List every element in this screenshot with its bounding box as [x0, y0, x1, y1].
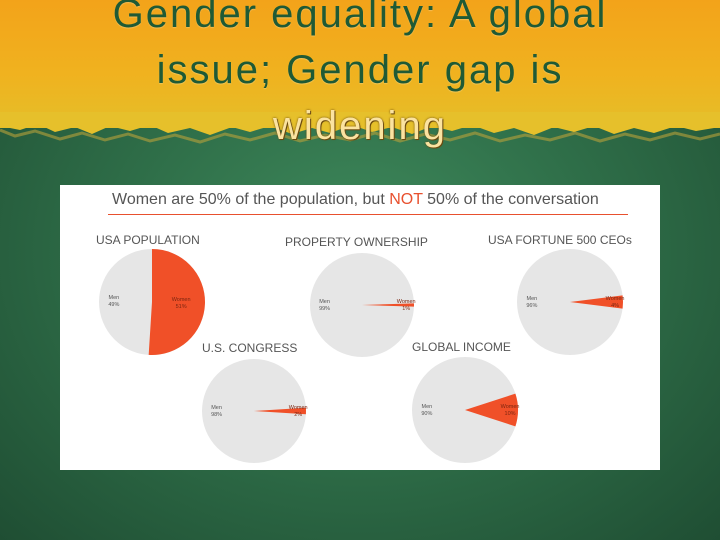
- slice-label-men-name: Men: [109, 295, 120, 301]
- slice-label-women-name: Women: [501, 404, 520, 410]
- slide-title-line-1: Gender equality: A global: [112, 0, 608, 36]
- slide-title-line-2: issue; Gender gap is: [156, 48, 564, 92]
- slide-title: Gender equality: A global issue; Gender …: [0, 0, 720, 154]
- slice-label-women-value: 10%: [505, 411, 516, 417]
- slice-label-women-value: 2%: [294, 412, 302, 418]
- slice-label-men-value: 90%: [421, 411, 432, 417]
- panel-title-part-2: 50% of the conversation: [422, 191, 599, 208]
- slice-label-women-name: Women: [606, 296, 625, 302]
- slice-label-women-value: 1%: [402, 306, 410, 312]
- slice-label-women-value: 51%: [176, 304, 187, 310]
- slice-label-men-name: Men: [526, 296, 537, 302]
- pie-title: U.S. CONGRESS: [202, 341, 298, 355]
- slice-label-men-value: 49%: [108, 302, 119, 308]
- pie-title: PROPERTY OWNERSHIP: [285, 235, 428, 249]
- slice-label-women-value: 4%: [611, 303, 619, 309]
- panel-title: Women are 50% of the population, but NOT…: [112, 191, 599, 209]
- slice-label-men-value: 99%: [319, 306, 330, 312]
- pie-title: USA FORTUNE 500 CEOs: [488, 233, 632, 247]
- slice-label-men-name: Men: [319, 299, 330, 305]
- pie-slice-women: [254, 407, 306, 415]
- slice-label-women-name: Women: [397, 299, 416, 305]
- slice-label-men-value: 96%: [526, 303, 537, 309]
- slice-label-women-name: Women: [172, 297, 191, 303]
- slice-label-men-value: 98%: [211, 412, 222, 418]
- panel-title-underline: [108, 214, 628, 215]
- pie-slice-women: [570, 295, 623, 309]
- slice-label-men-name: Men: [421, 404, 432, 410]
- pie-slice-women: [148, 249, 206, 355]
- panel-title-part-1: Women are 50% of the population, but: [112, 191, 390, 208]
- pie-slice-women: [362, 303, 414, 307]
- panel-title-emphasis: NOT: [389, 191, 423, 208]
- slice-label-men-name: Men: [211, 405, 222, 411]
- slice-label-women-name: Women: [289, 405, 308, 411]
- infographic-panel: Women are 50% of the population, but NOT…: [60, 185, 660, 470]
- torn-paper-edge: [0, 112, 720, 144]
- pie-slice-women: [465, 393, 518, 427]
- slide-title-line-3: widening: [273, 104, 447, 148]
- pie-title: USA POPULATION: [96, 233, 200, 247]
- pie-title: GLOBAL INCOME: [412, 340, 511, 354]
